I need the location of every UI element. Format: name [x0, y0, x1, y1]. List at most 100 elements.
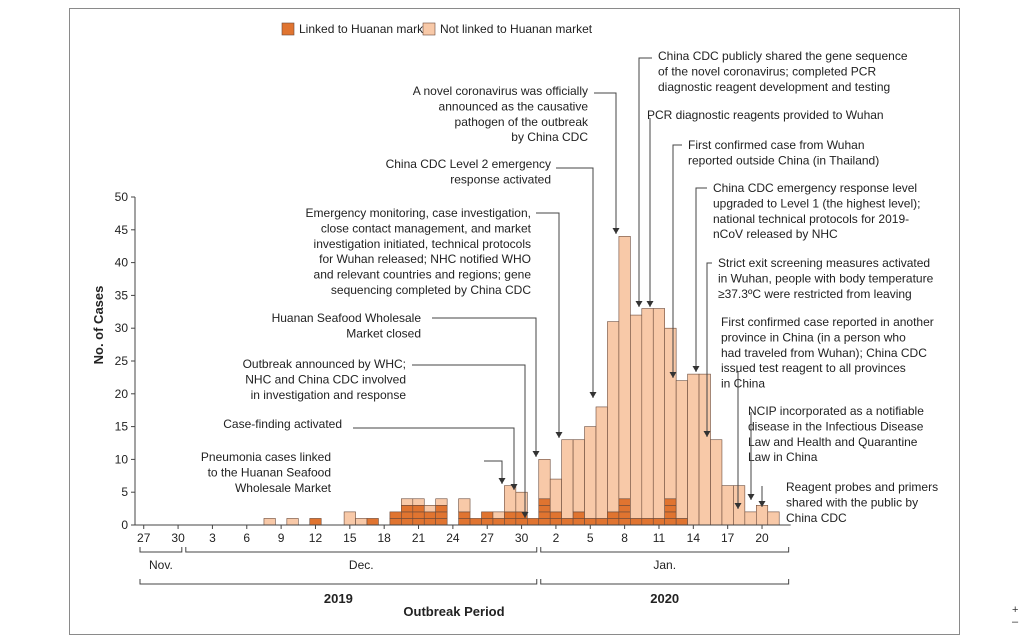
- figure-frame: [69, 8, 960, 635]
- legend: Linked to Huanan market Not linked to Hua…: [281, 22, 593, 36]
- year-bracket: [540, 579, 790, 585]
- annotation-text: issued test reagent to all provinces: [721, 361, 906, 375]
- bar-linked: [549, 518, 562, 526]
- annotation-text: Huanan Seafood Wholesale: [272, 311, 422, 325]
- bar-linked: [504, 511, 517, 519]
- bar-not-linked: [401, 498, 414, 506]
- bar-not-linked: [584, 426, 597, 519]
- annotation: First confirmed case from Wuhanreported …: [669, 138, 879, 378]
- annotation-text: had traveled from Wuhan); China CDC: [721, 346, 927, 360]
- annotation-leader-line: [736, 371, 739, 509]
- annotation-leader-line: [672, 144, 682, 378]
- bar-linked: [492, 518, 505, 526]
- bar-linked: [526, 518, 540, 526]
- annotation: First confirmed case reported in another…: [721, 315, 934, 509]
- annotation-arrowhead: [555, 432, 563, 438]
- x-tick-label: 5: [587, 531, 594, 545]
- bar-linked: [630, 518, 643, 526]
- annotation-arrowhead: [669, 372, 677, 378]
- bar-not-linked: [698, 373, 711, 526]
- annotation-leader-line: [556, 167, 594, 398]
- annotation: A novel coronavirus was officiallyannoun…: [413, 84, 620, 234]
- bar-linked: [389, 518, 402, 526]
- bar-not-linked: [607, 321, 620, 513]
- legend-swatch: [281, 22, 295, 36]
- annotation-text: Law in China: [748, 450, 818, 464]
- annotation-text: Wholesale Market: [235, 481, 332, 495]
- bar-linked: [572, 511, 585, 519]
- bar-linked: [423, 511, 436, 519]
- year-bracket: [139, 579, 538, 585]
- annotation-arrowhead: [635, 301, 643, 307]
- y-tick-label: 40: [115, 256, 129, 270]
- annotation-text: First confirmed case reported in another: [721, 315, 934, 329]
- month-label: Jan.: [653, 558, 676, 572]
- annotation-text: in Wuhan, people with body temperature: [718, 271, 934, 285]
- bar-not-linked: [687, 373, 700, 526]
- bar-linked: [618, 498, 631, 506]
- bar-not-linked: [355, 518, 368, 526]
- bar-linked: [401, 511, 414, 519]
- month-label: Nov.: [149, 558, 173, 572]
- annotation-leader-line: [594, 92, 617, 234]
- bar-not-linked: [618, 236, 631, 500]
- bar-linked: [481, 511, 494, 519]
- annotation-text: sequencing completed by China CDC: [331, 283, 531, 297]
- month-bracket: [185, 547, 538, 553]
- bar-not-linked: [641, 308, 654, 519]
- bar-linked: [618, 505, 631, 513]
- annotation-text: and relevant countries and regions; gene: [314, 268, 532, 282]
- annotation-text: China CDC publicly shared the gene seque…: [658, 49, 908, 63]
- annotation-text: announced as the causative: [439, 99, 589, 113]
- x-tick-label: 27: [137, 531, 151, 545]
- bar-linked: [595, 518, 608, 526]
- annotation-text: Emergency monitoring, case investigation…: [306, 206, 531, 220]
- bar-not-linked: [343, 511, 356, 526]
- bar-linked: [412, 518, 425, 526]
- bar-linked: [538, 498, 551, 506]
- bar-linked: [458, 518, 471, 526]
- annotation-arrowhead: [498, 478, 506, 484]
- annotation: PCR diagnostic reagents provided to Wuha…: [646, 108, 884, 307]
- annotation: Case-finding activated: [223, 417, 518, 490]
- bar-not-linked: [675, 380, 688, 519]
- bar-linked: [664, 518, 677, 526]
- bar-linked: [652, 518, 665, 526]
- bar-linked: [435, 511, 448, 519]
- y-tick-label: 15: [115, 420, 129, 434]
- x-tick-label: 30: [515, 531, 529, 545]
- bar-linked: [309, 518, 322, 526]
- annotation-text: Reagent probes and primers: [786, 480, 938, 494]
- y-tick-label: 5: [121, 485, 128, 499]
- scroll-control[interactable]: + –: [1012, 604, 1024, 634]
- bar-linked: [412, 511, 425, 519]
- y-tick-label: 30: [115, 321, 129, 335]
- bar-linked: [366, 518, 379, 526]
- bar-linked: [538, 518, 551, 526]
- annotation-text: to the Huanan Seafood: [208, 465, 331, 479]
- bar-linked: [515, 518, 528, 526]
- annotation-text: China CDC Level 2 emergency: [386, 157, 551, 171]
- month-bracket: [540, 547, 790, 553]
- x-tick-label: 20: [755, 531, 769, 545]
- annotation-arrowhead: [703, 431, 711, 437]
- zoom-out-icon[interactable]: –: [1012, 616, 1019, 628]
- annotation: Outbreak announced by WHC;NHC and China …: [243, 357, 529, 518]
- x-tick-label: 11: [653, 531, 666, 545]
- annotation: China CDC emergency response levelupgrad…: [692, 181, 920, 372]
- y-tick-label: 10: [115, 452, 129, 466]
- bar-not-linked: [664, 327, 677, 500]
- x-tick-label: 8: [621, 531, 628, 545]
- bar-linked: [584, 518, 597, 526]
- bar-not-linked: [538, 459, 551, 500]
- x-tick-label: 14: [687, 531, 701, 545]
- bar-not-linked: [263, 518, 276, 526]
- bar-not-linked: [595, 406, 608, 519]
- bar-not-linked: [458, 498, 471, 513]
- bar-not-linked: [572, 439, 585, 513]
- annotation-text: Case-finding activated: [223, 417, 342, 431]
- bar-not-linked: [755, 505, 769, 526]
- annotation-text: ≥37.3ºC were restricted from leaving: [718, 287, 912, 301]
- zoom-in-icon[interactable]: +: [1012, 604, 1019, 616]
